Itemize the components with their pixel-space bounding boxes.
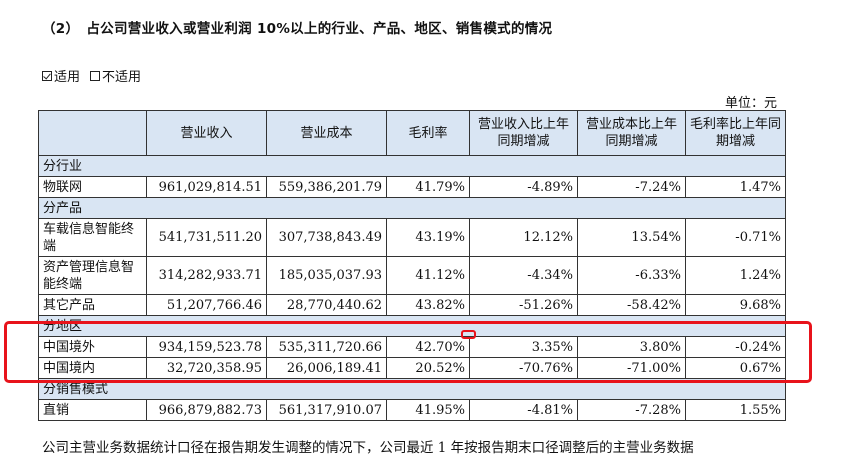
row-label: 中国境内 [38,357,147,379]
margin-change-cell: -0.71% [685,218,786,257]
margin-change-cell: 0.67% [685,357,786,379]
section-row-industry: 分行业 [38,155,786,177]
section-row-sales-mode: 分销售模式 [38,378,786,400]
revenue-change-cell: -4.81% [469,399,578,421]
header-cell: 营业收入 [146,110,267,156]
revenue-change-cell: -4.34% [469,256,578,295]
section-title: 分地区 [38,315,786,337]
row-label: 其它产品 [38,294,147,316]
gross-margin-cell: 42.70% [386,336,470,358]
unit-label: 单位：元 [724,96,777,111]
table-row: 资产管理信息智能终端 314,282,933.71 185,035,037.93… [38,256,786,295]
gross-margin-cell: 20.52% [386,357,470,379]
table-row: 车载信息智能终端 541,731,511.20 307,738,843.49 4… [38,218,786,257]
cost-change-cell: -6.33% [577,256,686,295]
row-label: 中国境外 [38,336,147,358]
header-cell [38,110,147,156]
cost-change-cell: 13.54% [577,218,686,257]
revenue-cell: 966,879,882.73 [146,399,267,421]
cost-change-cell: -71.00% [577,357,686,379]
header-cell: 毛利率 [386,110,470,156]
not-applicable-option[interactable]: 不适用 [90,66,141,85]
margin-change-cell: 1.24% [685,256,786,295]
row-label: 资产管理信息智能终端 [38,256,147,295]
row-label: 直销 [38,399,147,421]
annotation-marker [461,330,476,339]
table-row: 其它产品 51,207,766.46 28,770,440.62 43.82% … [38,294,786,316]
revenue-change-cell: -4.89% [469,176,578,198]
margin-change-cell: 1.47% [685,176,786,198]
header-cell: 毛利率比上年同期增减 [685,110,786,156]
header-cell: 营业收入比上年同期增减 [469,110,578,156]
revenue-change-cell: 3.35% [469,336,578,358]
gross-margin-cell: 41.12% [386,256,470,295]
table-row: 物联网 961,029,814.51 559,386,201.79 41.79%… [38,176,786,198]
table-header-row: 营业收入 营业成本 毛利率 营业收入比上年同期增减 营业成本比上年同期增减 毛利… [38,110,786,156]
applicable-label: 适用 [54,70,81,85]
revenue-cell: 32,720,358.95 [146,357,267,379]
cost-cell: 307,738,843.49 [266,218,387,257]
header-cell: 营业成本比上年同期增减 [577,110,686,156]
cost-change-cell: -7.24% [577,176,686,198]
margin-change-cell: 1.55% [685,399,786,421]
section-heading: （2） 占公司营业收入或营业利润 10%以上的行业、产品、地区、销售模式的情况 [42,21,553,37]
revenue-change-cell: 12.12% [469,218,578,257]
gross-margin-cell: 41.79% [386,176,470,198]
cost-change-cell: -58.42% [577,294,686,316]
section-title: 分行业 [38,155,786,177]
margin-change-cell: 9.68% [685,294,786,316]
not-applicable-label: 不适用 [102,70,142,85]
cost-cell: 28,770,440.62 [266,294,387,316]
revenue-cell: 51,207,766.46 [146,294,267,316]
gross-margin-cell: 41.95% [386,399,470,421]
gross-margin-cell: 43.82% [386,294,470,316]
revenue-cell: 934,159,523.78 [146,336,267,358]
section-title: 分销售模式 [38,378,786,400]
revenue-breakdown-table: 营业收入 营业成本 毛利率 营业收入比上年同期增减 营业成本比上年同期增减 毛利… [38,110,786,421]
revenue-cell: 961,029,814.51 [146,176,267,198]
cost-cell: 559,386,201.79 [266,176,387,198]
cost-cell: 185,035,037.93 [266,256,387,295]
unchecked-checkbox-icon[interactable] [90,70,101,81]
cost-cell: 26,006,189.41 [266,357,387,379]
table-row: 中国境内 32,720,358.95 26,006,189.41 20.52% … [38,357,786,379]
revenue-change-cell: -51.26% [469,294,578,316]
row-label: 物联网 [38,176,147,198]
applicable-option[interactable]: 适用 [42,66,80,85]
section-row-region: 分地区 [38,315,786,337]
margin-change-cell: -0.24% [685,336,786,358]
section-title: 分产品 [38,197,786,219]
gross-margin-cell: 43.19% [386,218,470,257]
cost-cell: 561,317,910.07 [266,399,387,421]
header-cell: 营业成本 [266,110,387,156]
cost-change-cell: 3.80% [577,336,686,358]
revenue-change-cell: -70.76% [469,357,578,379]
revenue-cell: 314,282,933.71 [146,256,267,295]
revenue-cell: 541,731,511.20 [146,218,267,257]
table-row: 中国境外 934,159,523.78 535,311,720.66 42.70… [38,336,786,358]
checked-checkbox-icon[interactable] [42,70,52,81]
cost-cell: 535,311,720.66 [266,336,387,358]
footnote: 公司主营业务数据统计口径在报告期发生调整的情况下，公司最近 1 年按报告期末口径… [42,440,694,456]
row-label: 车载信息智能终端 [38,218,147,257]
cost-change-cell: -7.28% [577,399,686,421]
applicability-options: 适用 不适用 [42,66,141,85]
table-row: 直销 966,879,882.73 561,317,910.07 41.95% … [38,399,786,421]
section-row-product: 分产品 [38,197,786,219]
